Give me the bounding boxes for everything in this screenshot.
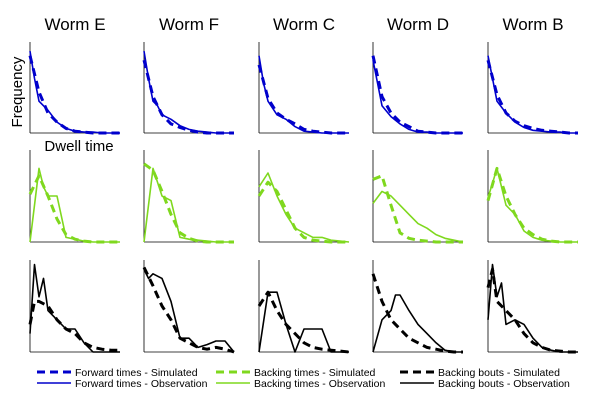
- legend-label: Backing times - Observation: [254, 378, 385, 390]
- panel-backing-times-3: [257, 150, 350, 244]
- panel-backing-bouts-4: [371, 260, 463, 354]
- series-observed-line: [487, 263, 578, 353]
- panel-forward-5: [486, 42, 578, 135]
- legend-item-3: Backing bouts - Simulated: [400, 367, 560, 379]
- legend-label: Backing times - Simulated: [254, 367, 376, 379]
- legend-item-2: Backing times - Simulated: [216, 367, 376, 379]
- series-observed-line: [372, 60, 463, 134]
- series-observed-line: [29, 167, 120, 243]
- panel-backing-times-5: [486, 150, 578, 244]
- series-observed-line: [143, 268, 235, 353]
- legend: Forward times - Simulated Backing times -…: [37, 367, 570, 390]
- column-title-worm-d: Worm D: [387, 15, 449, 34]
- series-observed-line: [143, 50, 234, 134]
- panel-backing-bouts-5: [486, 260, 578, 354]
- legend-item-4: Forward times - Observation: [37, 378, 208, 390]
- x-axis-label: Dwell time: [44, 138, 113, 155]
- series-simulated-line: [372, 174, 463, 244]
- y-axis-label: Frequency: [9, 56, 26, 127]
- series-simulated-line: [486, 267, 578, 354]
- series-observed-line: [258, 55, 349, 134]
- legend-label: Backing bouts - Simulated: [438, 367, 560, 379]
- series-simulated-line: [28, 299, 120, 352]
- panel-backing-times-1: [28, 150, 120, 244]
- series-simulated-line: [257, 290, 350, 354]
- panel-backing-times-4: [372, 150, 464, 244]
- series-simulated-line: [257, 180, 349, 244]
- series-observed-line: [258, 172, 350, 243]
- panel-forward-2: [142, 42, 234, 135]
- legend-label: Forward times - Observation: [75, 378, 208, 390]
- series-simulated-line: [371, 273, 463, 354]
- panel-backing-times-2: [143, 150, 234, 244]
- series-simulated-line: [486, 166, 578, 244]
- legend-label: Backing bouts - Observation: [438, 378, 570, 390]
- column-title-worm-b: Worm B: [502, 15, 563, 34]
- series-simulated-line: [28, 55, 120, 135]
- series-simulated-line: [142, 59, 234, 135]
- panel-forward-1: [28, 42, 120, 135]
- column-title-worm-c: Worm C: [273, 15, 335, 34]
- series-simulated-line: [28, 174, 120, 244]
- column-titles: Worm E Worm F Worm C Worm D Worm B: [44, 15, 563, 34]
- series-simulated-line: [257, 64, 349, 135]
- panel-forward-4: [371, 42, 463, 135]
- series-observed-line: [372, 190, 464, 243]
- series-observed-line: [143, 167, 234, 243]
- series-observed-line: [29, 50, 120, 134]
- legend-item-1: Forward times - Simulated: [37, 367, 198, 379]
- series-observed-line: [29, 263, 120, 353]
- series-observed-line: [487, 55, 578, 134]
- legend-item-6: Backing bouts - Observation: [400, 378, 570, 390]
- series-simulated-line: [142, 266, 235, 354]
- column-title-worm-e: Worm E: [44, 15, 105, 34]
- legend-label: Forward times - Simulated: [75, 367, 198, 379]
- series-simulated-line: [371, 55, 463, 135]
- column-title-worm-f: Worm F: [159, 15, 219, 34]
- panel-forward-3: [257, 42, 349, 135]
- panel-backing-bouts-3: [257, 260, 350, 354]
- series-observed-line: [487, 167, 578, 243]
- panel-backing-bouts-2: [142, 260, 235, 354]
- series-simulated-line: [143, 162, 234, 244]
- panel-grid: [28, 42, 578, 354]
- series-simulated-line: [486, 59, 578, 135]
- legend-item-5: Backing times - Observation: [216, 378, 385, 390]
- panel-backing-bouts-1: [28, 260, 120, 353]
- series-observed-line: [372, 294, 463, 353]
